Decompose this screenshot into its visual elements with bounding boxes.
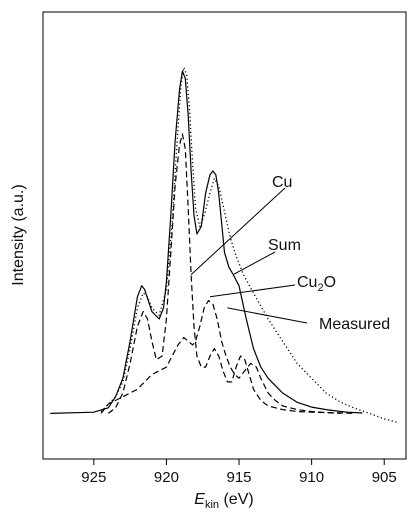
label-cu2o: Cu2O: [297, 274, 336, 294]
leader-sum: [232, 251, 276, 276]
label-sum: Sum: [268, 237, 301, 254]
leader-cu2o: [209, 284, 296, 298]
series-cu2o-line: [100, 299, 341, 414]
series-cu-line: [107, 133, 356, 414]
x-tick-label-905: 905: [372, 469, 397, 486]
series-layer: [50, 66, 399, 424]
x-axis-title: Ekin (eV): [194, 491, 253, 511]
label-measured: Measured: [319, 316, 390, 333]
annotations: Cu Sum Cu2O Measured: [190, 174, 390, 333]
x-tick-label-915: 915: [227, 469, 252, 486]
leader-measured: [227, 307, 308, 324]
x-tick-label-925: 925: [81, 469, 106, 486]
plot-frame: [42, 11, 407, 460]
x-tick-label-910: 910: [299, 469, 324, 486]
y-axis-title: Intensity (a.u.): [10, 184, 27, 285]
leader-cu: [190, 187, 286, 275]
x-ticks: 925 920 915 910 905: [81, 459, 397, 486]
series-measured-line: [100, 66, 399, 424]
x-tick-label-920: 920: [154, 469, 179, 486]
x-axis-title-symbol: E: [194, 491, 205, 508]
x-axis-title-unit: (eV): [219, 491, 254, 508]
x-axis-title-subscript: kin: [205, 499, 219, 511]
series-sum-line: [50, 70, 363, 414]
label-cu: Cu: [272, 174, 292, 191]
